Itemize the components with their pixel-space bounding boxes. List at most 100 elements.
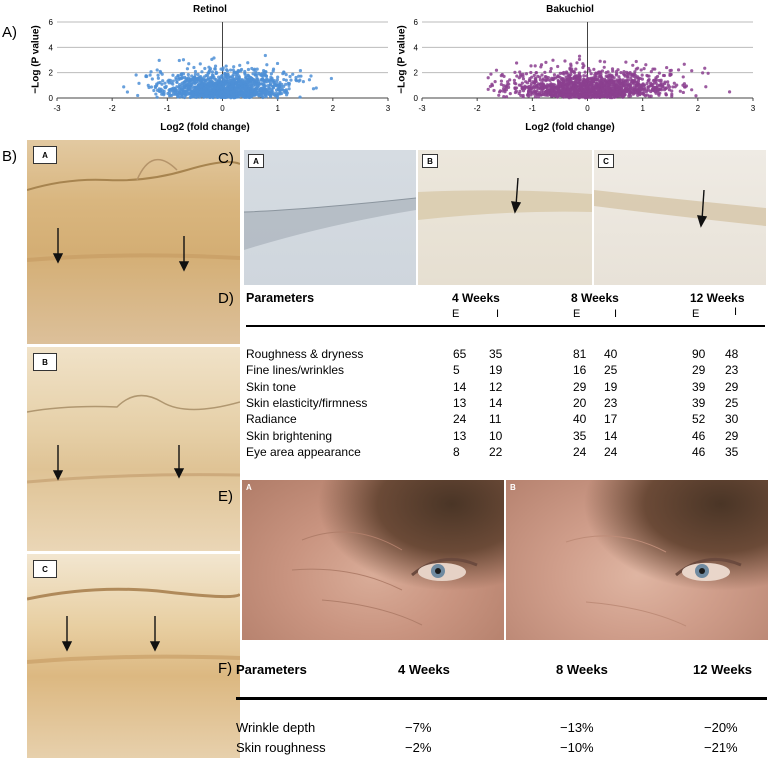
data-point bbox=[280, 82, 284, 87]
data-point bbox=[254, 86, 258, 90]
data-point bbox=[311, 87, 316, 91]
data-point bbox=[515, 61, 519, 65]
data-point bbox=[273, 93, 277, 98]
data-point bbox=[156, 76, 160, 80]
data-point bbox=[155, 82, 159, 86]
data-point bbox=[146, 83, 150, 87]
data-point bbox=[176, 95, 180, 99]
data-point bbox=[227, 95, 231, 99]
data-point bbox=[279, 85, 283, 89]
data-point bbox=[239, 81, 243, 86]
data-point bbox=[276, 83, 280, 87]
data-point bbox=[314, 86, 318, 90]
data-point bbox=[240, 94, 244, 98]
data-point bbox=[194, 79, 199, 84]
data-point bbox=[297, 74, 301, 78]
data-point bbox=[210, 57, 214, 61]
data-point bbox=[274, 80, 279, 84]
data-point bbox=[286, 81, 290, 85]
data-point bbox=[254, 70, 258, 74]
data-point bbox=[255, 76, 259, 80]
data-point bbox=[244, 91, 248, 95]
chart-title-retinol: Retinol bbox=[193, 4, 227, 15]
data-point bbox=[125, 90, 130, 94]
table-f-cell: −20% bbox=[704, 720, 738, 735]
data-point bbox=[276, 96, 280, 100]
data-point bbox=[173, 92, 177, 96]
data-point bbox=[223, 81, 228, 85]
volcano-plot-bakuchiol: 0 2 4 6 -3 -2 -1 0 1 2 3 bbox=[414, 18, 756, 113]
data-point bbox=[230, 87, 234, 91]
data-point bbox=[209, 91, 213, 96]
chart-title-bakuchiol: Bakuchiol bbox=[546, 4, 594, 15]
data-point bbox=[275, 78, 279, 82]
data-point bbox=[232, 70, 237, 74]
data-point bbox=[230, 81, 235, 85]
data-point bbox=[240, 86, 244, 91]
data-point bbox=[155, 68, 159, 72]
table-f-row-label: Wrinkle depth bbox=[236, 720, 316, 735]
data-point bbox=[247, 75, 251, 79]
x-tick-label: 1 bbox=[640, 104, 645, 113]
data-point bbox=[242, 93, 246, 98]
data-point bbox=[253, 91, 258, 95]
data-point bbox=[186, 73, 190, 77]
data-point bbox=[284, 78, 288, 82]
data-point bbox=[264, 91, 268, 95]
x-tick-label: -3 bbox=[53, 104, 61, 113]
data-point bbox=[169, 87, 173, 92]
data-point bbox=[232, 79, 237, 83]
data-point bbox=[291, 72, 295, 76]
table-f-period: 4 Weeks bbox=[398, 662, 450, 677]
data-point bbox=[265, 63, 269, 67]
data-point bbox=[275, 61, 280, 66]
data-point bbox=[282, 71, 286, 75]
data-point bbox=[227, 77, 231, 81]
y-tick-label: 2 bbox=[49, 69, 54, 78]
x-tick-label: 1 bbox=[275, 104, 280, 113]
data-point bbox=[250, 86, 254, 90]
data-point bbox=[190, 83, 194, 87]
data-point bbox=[270, 77, 274, 82]
data-point bbox=[259, 77, 264, 82]
data-point bbox=[242, 87, 246, 91]
data-point bbox=[223, 86, 228, 90]
data-point bbox=[261, 68, 266, 73]
data-point bbox=[240, 91, 244, 95]
data-point bbox=[192, 85, 196, 89]
data-point bbox=[218, 91, 222, 95]
data-point bbox=[176, 74, 180, 78]
data-point bbox=[153, 84, 157, 89]
data-point bbox=[158, 80, 162, 85]
data-point bbox=[294, 75, 298, 80]
data-point bbox=[192, 76, 196, 80]
data-point bbox=[187, 87, 191, 91]
data-point bbox=[309, 74, 313, 78]
data-point bbox=[246, 92, 250, 97]
table-f-rule bbox=[236, 697, 767, 700]
data-point bbox=[202, 89, 206, 93]
data-point bbox=[299, 74, 303, 78]
data-point bbox=[182, 90, 186, 94]
data-point bbox=[244, 75, 248, 79]
data-point bbox=[200, 93, 205, 97]
data-point bbox=[288, 74, 292, 79]
data-point bbox=[246, 78, 250, 82]
data-point bbox=[237, 84, 241, 88]
data-point bbox=[177, 58, 181, 63]
data-point bbox=[255, 73, 259, 77]
data-point bbox=[134, 73, 138, 77]
data-point bbox=[171, 73, 175, 77]
data-point bbox=[179, 87, 183, 91]
data-point bbox=[329, 76, 333, 81]
data-point bbox=[196, 72, 200, 77]
data-point bbox=[204, 79, 208, 83]
data-point bbox=[215, 86, 219, 91]
x-tick-label: 2 bbox=[696, 104, 701, 113]
data-point bbox=[224, 75, 228, 79]
data-point bbox=[210, 94, 214, 98]
data-point bbox=[266, 84, 270, 88]
data-point bbox=[223, 72, 227, 76]
x-tick-label: -2 bbox=[109, 104, 117, 113]
